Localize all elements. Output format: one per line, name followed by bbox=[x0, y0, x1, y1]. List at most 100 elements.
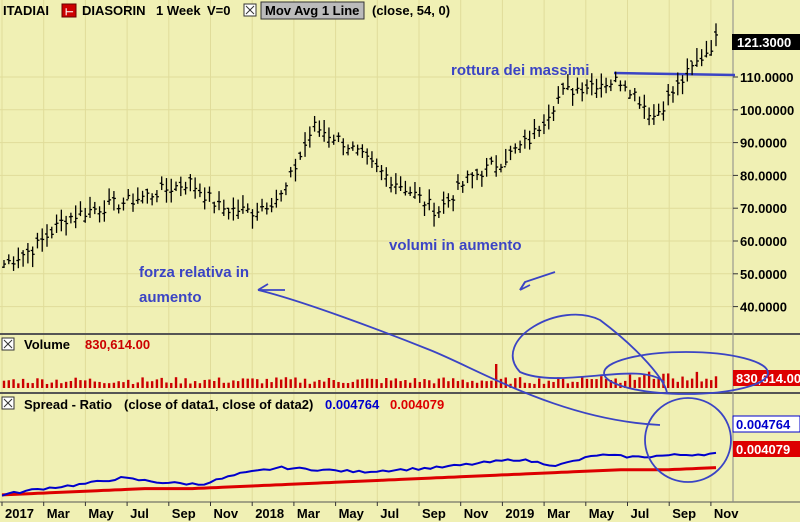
spread-title: Spread - Ratio bbox=[24, 397, 112, 412]
volume-bar bbox=[41, 379, 44, 388]
volume-bar bbox=[604, 378, 608, 388]
volume-bar bbox=[84, 380, 87, 388]
volume-bar bbox=[50, 382, 53, 388]
price-bars bbox=[2, 23, 718, 271]
volume-bar bbox=[265, 378, 269, 388]
indicator-button[interactable] bbox=[260, 1, 365, 20]
volume-bar bbox=[289, 379, 292, 388]
price-tick-label: 90.0000 bbox=[740, 136, 787, 151]
security-label: DIASORIN bbox=[82, 3, 146, 18]
volume-bar bbox=[447, 381, 450, 388]
volume-bar bbox=[581, 376, 584, 388]
volume-bar bbox=[146, 381, 149, 388]
annotation-drawings bbox=[257, 271, 769, 483]
volume-bar bbox=[179, 383, 183, 388]
volume-bar bbox=[518, 377, 522, 388]
volume-bar bbox=[686, 380, 689, 388]
volume-bar bbox=[595, 379, 598, 388]
volume-bar bbox=[270, 382, 273, 388]
price-tick-label: 60.0000 bbox=[740, 234, 787, 249]
volume-bar bbox=[275, 377, 278, 388]
volume-bar bbox=[432, 383, 436, 388]
volume-bar bbox=[141, 377, 144, 388]
volume-bar bbox=[26, 382, 30, 388]
close-spread-icon[interactable] bbox=[1, 396, 15, 410]
price-tick-label: 100.0000 bbox=[740, 103, 794, 118]
volume-bar bbox=[222, 382, 226, 388]
price-tick-label: 40.0000 bbox=[740, 300, 787, 315]
volume-bar bbox=[217, 377, 221, 388]
volume-bar bbox=[667, 373, 670, 388]
volume-bar bbox=[174, 377, 178, 388]
x-tick-label: Mar bbox=[297, 506, 320, 521]
spread-value-2: 0.004079 bbox=[390, 397, 444, 412]
volume-bar bbox=[437, 378, 441, 388]
volume-bar bbox=[705, 378, 708, 388]
volume-value: 830,614.00 bbox=[85, 337, 150, 352]
spread-badge-1-value: 0.004764 bbox=[736, 417, 791, 432]
volume-bar bbox=[351, 381, 355, 388]
annotation-breakout: rottura dei massimi bbox=[451, 62, 589, 79]
volume-bar bbox=[236, 381, 240, 388]
close-indicator-icon[interactable] bbox=[243, 3, 257, 17]
volume-bar bbox=[88, 378, 92, 388]
x-tick-label: May bbox=[88, 506, 114, 521]
volume-bar bbox=[561, 378, 565, 388]
volume-bar bbox=[318, 379, 321, 388]
volume-bar bbox=[566, 383, 570, 388]
x-tick-label: Nov bbox=[214, 506, 239, 521]
volume-bar bbox=[36, 378, 39, 388]
volume-bar bbox=[423, 379, 426, 388]
price-tick-label: 50.0000 bbox=[740, 267, 787, 282]
volume-bar bbox=[714, 376, 718, 388]
volume-flag: V=0 bbox=[207, 3, 231, 18]
volume-bar bbox=[107, 383, 111, 388]
flag-icon[interactable] bbox=[61, 3, 77, 18]
x-tick-label: Nov bbox=[714, 506, 739, 521]
volume-bar bbox=[155, 379, 159, 388]
volume-bar bbox=[203, 379, 206, 388]
volume-bar bbox=[533, 383, 536, 388]
volume-bar bbox=[370, 378, 374, 388]
volume-bar bbox=[671, 378, 675, 388]
volume-bar bbox=[60, 383, 63, 388]
close-volume-icon[interactable] bbox=[1, 337, 15, 351]
volume-bar bbox=[485, 381, 488, 388]
volume-bar bbox=[198, 383, 202, 388]
annotation-relative-strength-1: forza relativa in bbox=[139, 264, 249, 281]
x-tick-label: Sep bbox=[422, 506, 446, 521]
volume-bar bbox=[652, 378, 656, 388]
spread-value-1: 0.004764 bbox=[325, 397, 380, 412]
volume-bar bbox=[117, 381, 120, 388]
volume-bar bbox=[385, 378, 388, 388]
volume-bar bbox=[408, 382, 412, 388]
volume-bar bbox=[313, 381, 316, 388]
volume-bar bbox=[346, 383, 350, 388]
volume-title: Volume bbox=[24, 337, 70, 352]
volume-bars bbox=[2, 364, 718, 388]
grid-lines bbox=[0, 0, 733, 502]
volume-bar bbox=[375, 379, 378, 388]
volume-bar bbox=[471, 380, 474, 388]
spread-moving-average-line bbox=[1, 466, 717, 497]
volume-bar bbox=[590, 379, 593, 388]
volume-bar bbox=[184, 378, 187, 388]
volume-bar bbox=[547, 380, 550, 388]
volume-bar bbox=[189, 383, 192, 388]
spread-badge-2-value: 0.004079 bbox=[736, 442, 790, 457]
spread-highlight-ellipse bbox=[644, 397, 732, 483]
volume-bar bbox=[170, 382, 173, 388]
volume-bar bbox=[557, 377, 560, 388]
volume-bar bbox=[624, 380, 627, 388]
volume-bar bbox=[552, 381, 555, 388]
volume-bar bbox=[2, 380, 6, 388]
x-tick-label: Jul bbox=[380, 506, 399, 521]
indicator-button-label: Mov Avg 1 Line bbox=[265, 3, 359, 18]
volume-bar bbox=[643, 374, 646, 388]
volume-bar bbox=[332, 380, 335, 388]
volume-bar bbox=[327, 377, 331, 388]
x-tick-label: Jul bbox=[631, 506, 650, 521]
volume-bar bbox=[241, 378, 245, 388]
volume-bar bbox=[12, 379, 15, 388]
